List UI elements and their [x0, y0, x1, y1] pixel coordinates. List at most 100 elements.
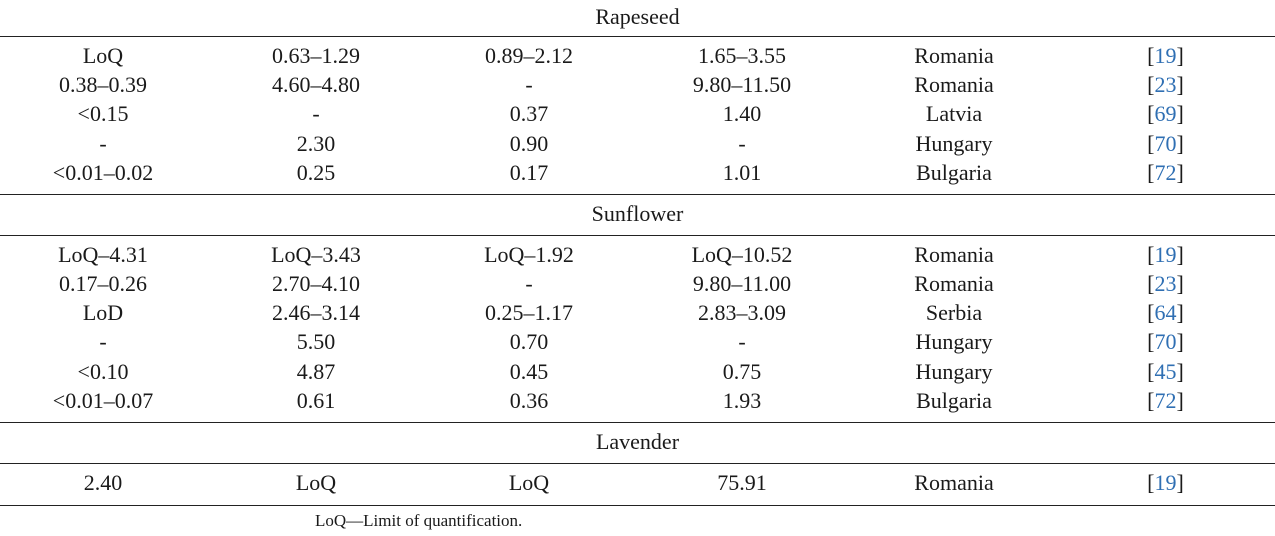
cell-value-col-1: LoD	[82, 300, 124, 325]
cell-value-col-4: 0.75	[722, 359, 762, 384]
cell-reference-link[interactable]: [72]	[1147, 160, 1184, 185]
cell-value-col-1: 0.17–0.26	[59, 271, 147, 296]
section-rule	[0, 36, 1275, 37]
table-row: LoQ–4.31 LoQ–3.43 LoQ–1.92 LoQ–10.52 Romania…	[0, 240, 1275, 269]
cell-reference-link[interactable]: [19]	[1147, 242, 1184, 267]
section-rule	[0, 194, 1275, 195]
cell-value-col-3: -	[525, 271, 533, 296]
reference-number[interactable]: 72	[1154, 388, 1177, 413]
cell-country: Hungary	[915, 131, 993, 156]
table-row: <0.01–0.07 0.61 0.36 1.93 Bulgaria [72]	[0, 386, 1275, 415]
cell-value-col-3: 0.37	[509, 101, 549, 126]
table-row: - 2.30 0.90 - Hungary [70]	[0, 129, 1275, 158]
reference-number[interactable]: 69	[1154, 101, 1177, 126]
cell-value-col-4: 1.93	[722, 388, 762, 413]
section-title-lavender: Lavender	[595, 429, 680, 454]
cell-value-col-2: 0.63–1.29	[272, 43, 360, 68]
cell-country: Bulgaria	[916, 160, 992, 185]
cell-value-col-3: 0.70	[509, 329, 549, 354]
reference-number[interactable]: 23	[1154, 72, 1177, 97]
cell-value-col-1: <0.15	[77, 101, 129, 126]
section-rule	[0, 463, 1275, 464]
cell-reference-link[interactable]: [23]	[1147, 271, 1184, 296]
cell-value-col-3: 0.36	[509, 388, 549, 413]
cell-value-col-3: LoQ	[508, 470, 550, 495]
cell-value-col-2: LoQ	[295, 470, 337, 495]
cell-value-col-1: 2.40	[83, 470, 123, 495]
reference-number[interactable]: 19	[1154, 43, 1177, 68]
cell-value-col-4: LoQ–10.52	[691, 242, 793, 267]
cell-value-col-1: -	[99, 329, 107, 354]
section-rule	[0, 235, 1275, 236]
cell-value-col-2: LoQ–3.43	[271, 242, 361, 267]
cell-value-col-4: 75.91	[717, 470, 767, 495]
table-row: 0.17–0.26 2.70–4.10 - 9.80–11.00 Romania [23]	[0, 269, 1275, 298]
cell-country: Hungary	[915, 359, 993, 384]
section-title-rapeseed: Rapeseed	[595, 4, 680, 29]
cell-value-col-4: 9.80–11.50	[692, 72, 792, 97]
cell-reference-link[interactable]: [23]	[1147, 72, 1184, 97]
cell-reference-link[interactable]: [72]	[1147, 388, 1184, 413]
cell-value-col-2: 5.50	[296, 329, 336, 354]
reference-number[interactable]: 64	[1154, 300, 1177, 325]
cell-value-col-4: 9.80–11.00	[692, 271, 792, 296]
cell-value-col-1: -	[99, 131, 107, 156]
cell-value-col-2: 2.46–3.14	[272, 300, 360, 325]
cell-value-col-1: LoQ–4.31	[58, 242, 148, 267]
cell-value-col-4: -	[738, 131, 746, 156]
cell-value-col-3: 0.17	[509, 160, 549, 185]
reference-number[interactable]: 19	[1154, 242, 1177, 267]
cell-value-col-4: 1.65–3.55	[698, 43, 786, 68]
cell-value-col-1: <0.01–0.07	[52, 388, 154, 413]
cell-country: Romania	[914, 43, 994, 68]
cell-value-col-4: 2.83–3.09	[698, 300, 786, 325]
cell-reference-link[interactable]: [19]	[1147, 470, 1184, 495]
cell-value-col-2: 0.25	[296, 160, 336, 185]
cell-country: Romania	[914, 271, 994, 296]
table-row: <0.10 4.87 0.45 0.75 Hungary [45]	[0, 357, 1275, 386]
reference-number[interactable]: 70	[1154, 131, 1177, 156]
cell-value-col-2: 2.30	[296, 131, 336, 156]
cell-value-col-3: 0.89–2.12	[485, 43, 573, 68]
cell-country: Serbia	[925, 300, 983, 325]
cell-country: Romania	[914, 72, 994, 97]
cell-reference-link[interactable]: [45]	[1147, 359, 1184, 384]
reference-number[interactable]: 72	[1154, 160, 1177, 185]
table-row: 2.40 LoQ LoQ 75.91 Romania [19]	[0, 468, 1275, 497]
cell-value-col-1: <0.10	[77, 359, 129, 384]
cell-value-col-1: LoQ	[82, 43, 124, 68]
cell-country: Bulgaria	[916, 388, 992, 413]
reference-number[interactable]: 45	[1154, 359, 1177, 384]
table-row: - 5.50 0.70 - Hungary [70]	[0, 327, 1275, 356]
cell-value-col-1: 0.38–0.39	[59, 72, 147, 97]
cell-value-col-2: 2.70–4.10	[272, 271, 360, 296]
cell-value-col-2: -	[312, 101, 320, 126]
cell-value-col-2: 0.61	[296, 388, 336, 413]
section-title-sunflower: Sunflower	[591, 201, 684, 226]
cell-value-col-3: -	[525, 72, 533, 97]
cell-country: Hungary	[915, 329, 993, 354]
cell-value-col-2: 4.60–4.80	[272, 72, 360, 97]
table-row: <0.15 - 0.37 1.40 Latvia [69]	[0, 99, 1275, 128]
cell-country: Latvia	[925, 101, 983, 126]
cell-reference-link[interactable]: [70]	[1147, 131, 1184, 156]
cell-value-col-4: 1.40	[722, 101, 762, 126]
cell-country: Romania	[914, 242, 994, 267]
cell-value-col-3: 0.90	[509, 131, 549, 156]
cell-reference-link[interactable]: [70]	[1147, 329, 1184, 354]
table-footnote: LoQ—Limit of quantification.	[315, 511, 523, 530]
cell-reference-link[interactable]: [19]	[1147, 43, 1184, 68]
cell-value-col-4: -	[738, 329, 746, 354]
cell-value-col-4: 1.01	[722, 160, 762, 185]
reference-number[interactable]: 19	[1154, 470, 1177, 495]
reference-number[interactable]: 70	[1154, 329, 1177, 354]
table-bottom-rule	[0, 505, 1275, 506]
cell-reference-link[interactable]: [64]	[1147, 300, 1184, 325]
reference-number[interactable]: 23	[1154, 271, 1177, 296]
table-row: LoQ 0.63–1.29 0.89–2.12 1.65–3.55 Romania [19…	[0, 41, 1275, 70]
cell-value-col-3: 0.25–1.17	[485, 300, 573, 325]
table-row: 0.38–0.39 4.60–4.80 - 9.80–11.50 Romania [23]	[0, 70, 1275, 99]
cell-country: Romania	[914, 470, 994, 495]
cell-reference-link[interactable]: [69]	[1147, 101, 1184, 126]
cell-value-col-3: 0.45	[509, 359, 549, 384]
